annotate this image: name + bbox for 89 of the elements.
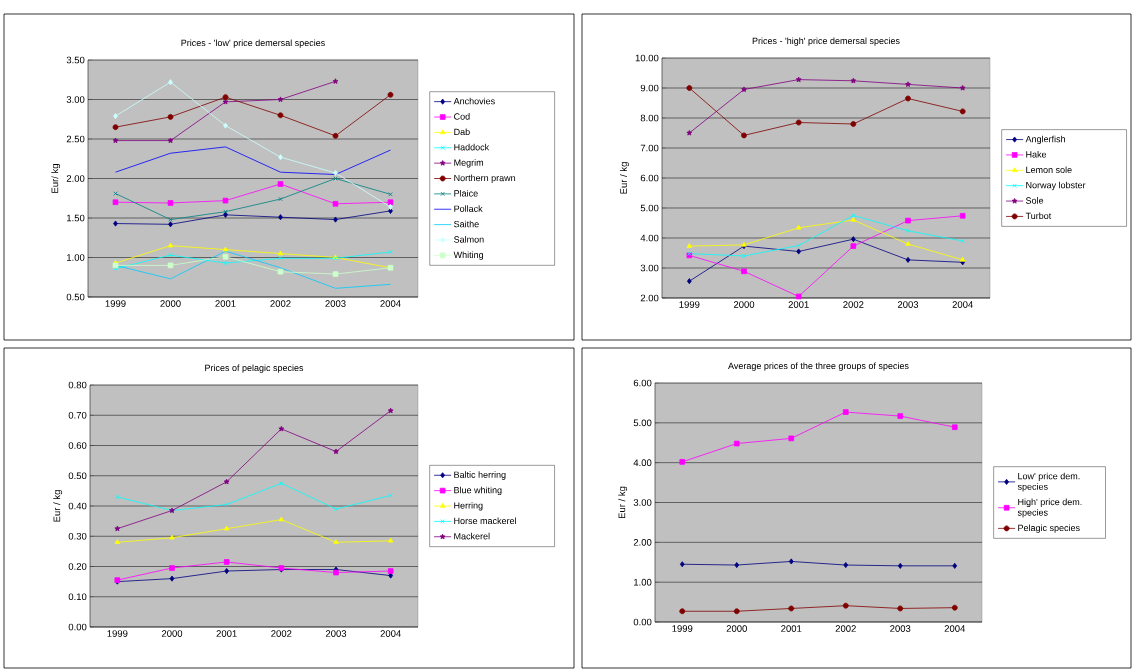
x-tick-label: 1999 — [107, 630, 128, 637]
y-tick-label: 0.60 — [68, 442, 87, 449]
legend-label: Baltic herring — [454, 471, 506, 480]
y-tick-label: 5.00 — [633, 419, 652, 427]
legend-label: Mackerel — [454, 532, 490, 540]
y-axis-title: Eur / kg — [619, 162, 629, 194]
y-tick-label: 0.00 — [68, 623, 87, 631]
legend-label: Anglerfish — [1025, 135, 1065, 145]
x-tick-label: 2002 — [271, 630, 292, 637]
y-tick-label: 0.50 — [68, 472, 87, 480]
x-tick-label: 2001 — [215, 300, 236, 307]
legend-label: Sole — [1025, 197, 1044, 204]
legend-label: Turbot — [1025, 212, 1052, 220]
legend-label: High' price dem. species — [1017, 498, 1082, 518]
y-tick-label: 0.50 — [66, 293, 85, 301]
y-tick-label: 4.00 — [633, 459, 652, 467]
y-tick-label: 2.50 — [66, 135, 85, 143]
chart-title: Prices - 'low' price demersal species — [181, 39, 325, 48]
legend-label: Anchovies — [453, 97, 495, 105]
x-tick-label: 2004 — [380, 630, 401, 637]
y-axis-title: Eur / kg — [53, 490, 63, 522]
x-tick-label: 2001 — [216, 630, 237, 637]
y-tick-label: 0.00 — [633, 618, 652, 626]
legend-label: Low' price dem. species — [1017, 472, 1080, 492]
legend-label: Norway lobster — [1026, 181, 1086, 191]
x-tick-label: 2000 — [161, 630, 183, 637]
x-tick-label: 2003 — [890, 625, 911, 632]
x-tick-label: 2002 — [835, 625, 856, 632]
y-tick-label: 2.00 — [66, 175, 85, 182]
y-tick-label: 3.00 — [66, 96, 85, 103]
legend-label: Pollack — [454, 205, 483, 212]
y-tick-label: 6.00 — [640, 174, 659, 182]
y-tick-label: 3.00 — [640, 264, 659, 272]
x-tick-label: 1999 — [679, 301, 700, 308]
y-tick-label: 6.00 — [633, 379, 652, 387]
legend-label: Salmon — [454, 236, 484, 243]
y-tick-label: 8.00 — [640, 114, 659, 122]
x-tick-label: 2003 — [325, 300, 346, 307]
y-tick-label: 2.00 — [640, 294, 659, 302]
x-tick-label: 1999 — [105, 300, 126, 307]
y-tick-label: 5.00 — [640, 204, 659, 212]
legend-label: Saithe — [454, 220, 479, 228]
x-tick-label: 2000 — [733, 301, 755, 308]
y-tick-label: 0.10 — [68, 593, 87, 601]
y-axis-title: Eur / kg — [618, 486, 628, 519]
legend-label: Horse mackerel — [454, 517, 516, 525]
y-tick-label: 10.00 — [635, 54, 659, 62]
y-tick-label: 1.00 — [67, 254, 85, 261]
legend-label: Whiting — [453, 251, 484, 260]
y-tick-label: 0.80 — [68, 381, 87, 389]
y-tick-label: 0.40 — [68, 502, 87, 510]
x-tick-label: 2004 — [952, 301, 973, 308]
y-tick-label: 1.00 — [634, 578, 652, 586]
y-tick-label: 7.00 — [640, 144, 659, 152]
x-tick-label: 1999 — [672, 625, 693, 632]
x-tick-label: 2001 — [788, 301, 809, 308]
y-tick-label: 3.00 — [633, 499, 652, 506]
chart-title: Average prices of the three groups of species — [728, 362, 909, 371]
legend-label: Plaice — [454, 189, 478, 197]
x-tick-label: 2001 — [781, 625, 802, 632]
x-tick-label: 2004 — [380, 300, 401, 307]
x-tick-label: 2003 — [897, 301, 919, 308]
legend-label: Hake — [1026, 151, 1047, 158]
x-tick-label: 2002 — [843, 301, 864, 308]
y-tick-label: 2.00 — [633, 538, 652, 546]
y-axis-title: Eur/ kg — [51, 164, 61, 193]
legend-label: Cod — [454, 113, 470, 120]
chart-title: Prices - 'high' price demersal species — [752, 37, 900, 46]
legend-label: Haddock — [454, 143, 490, 151]
legend-label: Megrim — [454, 159, 484, 168]
y-tick-label: 3.50 — [66, 56, 85, 64]
x-tick-label: 2000 — [160, 300, 181, 307]
y-tick-label: 0.20 — [68, 563, 87, 570]
legend-label: Northern prawn — [454, 174, 516, 183]
chart-title: Prices of pelagic species — [205, 364, 304, 373]
y-tick-label: 0.30 — [68, 532, 87, 540]
x-tick-label: 2000 — [726, 625, 747, 632]
x-tick-label: 2003 — [325, 630, 347, 637]
legend-label: Herring — [454, 502, 483, 511]
legend-label: Blue whiting — [454, 486, 502, 496]
legend-label: Pelagic species — [1018, 524, 1080, 533]
y-tick-label: 4.00 — [640, 234, 659, 242]
y-tick-label: 0.70 — [68, 411, 87, 419]
legend-label: Dab — [454, 128, 470, 136]
y-tick-label: 9.00 — [640, 84, 659, 92]
y-tick-label: 1.50 — [67, 214, 85, 222]
x-tick-label: 2004 — [944, 625, 966, 632]
x-tick-label: 2002 — [270, 300, 291, 307]
legend-label: Lemon sole — [1026, 166, 1072, 173]
